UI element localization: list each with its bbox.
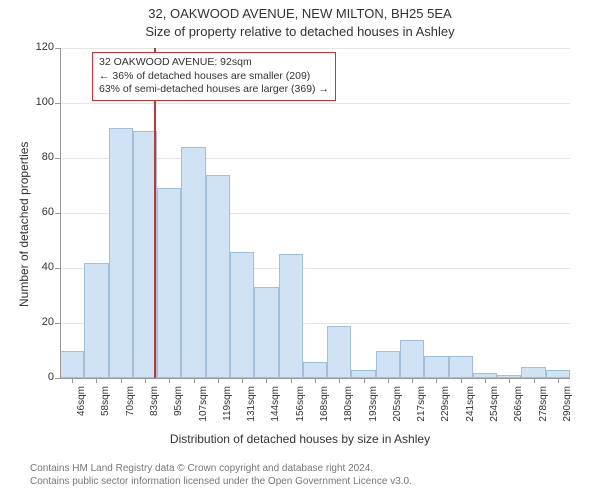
x-tick-label: 144sqm	[270, 386, 281, 426]
chart-container: 32, OAKWOOD AVENUE, NEW MILTON, BH25 5EA…	[0, 0, 600, 500]
y-tick-label: 60	[24, 206, 54, 218]
info-box: 32 OAKWOOD AVENUE: 92sqm← 36% of detache…	[92, 52, 336, 101]
y-tick-label: 40	[24, 261, 54, 273]
y-tick-label: 80	[24, 151, 54, 163]
histogram-bar	[109, 128, 133, 378]
x-tick-label: 278sqm	[538, 386, 549, 426]
histogram-bar	[449, 356, 473, 378]
x-axis-line	[60, 378, 570, 379]
y-tick-label: 20	[24, 316, 54, 328]
histogram-bar	[230, 252, 254, 379]
histogram-bar	[157, 188, 181, 378]
histogram-bar	[279, 254, 303, 378]
x-tick-label: 229sqm	[440, 386, 451, 426]
histogram-bar	[254, 287, 278, 378]
x-tick-label: 193sqm	[368, 386, 379, 426]
x-tick-label: 95sqm	[173, 386, 184, 426]
gridline	[60, 103, 570, 104]
y-tick-label: 100	[24, 96, 54, 108]
x-tick-label: 180sqm	[343, 386, 354, 426]
chart-title: 32, OAKWOOD AVENUE, NEW MILTON, BH25 5EA	[0, 6, 600, 23]
x-tick-label: 290sqm	[562, 386, 573, 426]
footer-line2: Contains public sector information licen…	[30, 475, 412, 488]
histogram-bar	[206, 175, 230, 379]
x-tick-label: 217sqm	[416, 386, 427, 426]
info-box-line1: 32 OAKWOOD AVENUE: 92sqm	[99, 56, 329, 70]
histogram-bar	[303, 362, 327, 379]
x-tick-label: 241sqm	[465, 386, 476, 426]
histogram-bar	[376, 351, 400, 379]
info-box-line3: 63% of semi-detached houses are larger (…	[99, 83, 329, 97]
x-tick-label: 70sqm	[125, 386, 136, 426]
histogram-bar	[424, 356, 448, 378]
y-axis-line	[60, 48, 61, 378]
histogram-bar	[60, 351, 84, 379]
x-tick-label: 131sqm	[246, 386, 257, 426]
histogram-bar	[84, 263, 108, 379]
chart-subtitle: Size of property relative to detached ho…	[0, 24, 600, 41]
histogram-bar	[181, 147, 205, 378]
x-tick-label: 205sqm	[392, 386, 403, 426]
plot-area: 02040608010012046sqm58sqm70sqm83sqm95sqm…	[60, 48, 570, 378]
x-tick-label: 46sqm	[76, 386, 87, 426]
gridline	[60, 48, 570, 49]
footer-line1: Contains HM Land Registry data © Crown c…	[30, 462, 412, 475]
histogram-bar	[351, 370, 375, 378]
x-axis-title: Distribution of detached houses by size …	[0, 432, 600, 446]
info-box-line2: ← 36% of detached houses are smaller (20…	[99, 70, 329, 84]
y-tick-label: 120	[24, 41, 54, 53]
x-tick-label: 168sqm	[319, 386, 330, 426]
x-tick-label: 156sqm	[295, 386, 306, 426]
histogram-bar	[400, 340, 424, 379]
x-tick-label: 58sqm	[100, 386, 111, 426]
histogram-bar	[546, 370, 570, 378]
y-tick-label: 0	[24, 371, 54, 383]
histogram-bar	[521, 367, 545, 378]
footer-text: Contains HM Land Registry data © Crown c…	[30, 462, 412, 488]
x-tick-label: 254sqm	[489, 386, 500, 426]
x-tick-label: 107sqm	[198, 386, 209, 426]
histogram-bar	[327, 326, 351, 378]
x-tick-label: 83sqm	[149, 386, 160, 426]
x-tick-label: 119sqm	[222, 386, 233, 426]
x-tick-label: 266sqm	[513, 386, 524, 426]
